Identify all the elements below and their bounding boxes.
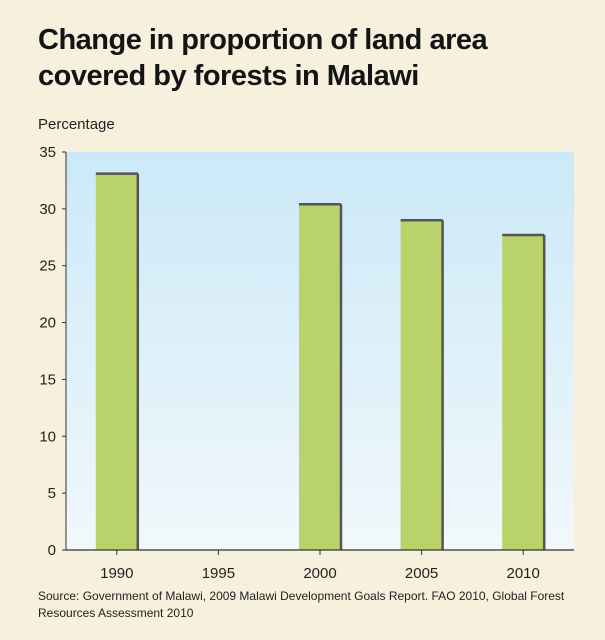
y-axis-label: Percentage [38, 116, 115, 133]
bar-2010 [502, 235, 545, 551]
x-tick-label: 2005 [405, 565, 438, 582]
y-tick-label: 5 [48, 485, 56, 502]
bar-2005 [400, 220, 443, 550]
y-tick-label: 15 [39, 371, 56, 388]
y-tick-label: 25 [39, 258, 56, 275]
bar-2000 [299, 204, 341, 550]
x-tick-label: 2000 [303, 565, 336, 582]
x-tick-label: 1995 [202, 565, 235, 582]
y-tick-label: 10 [39, 428, 56, 445]
y-tick-label: 30 [39, 201, 56, 218]
y-tick-label: 0 [48, 542, 56, 559]
y-tick-label: 35 [39, 144, 56, 161]
x-tick-label: 2010 [507, 565, 540, 582]
source-note: Source: Government of Malawi, 2009 Malaw… [38, 589, 565, 620]
chart-title: Change in proportion of land area covere… [38, 24, 488, 92]
y-tick-label: 20 [39, 315, 56, 332]
x-tick-label: 1990 [100, 565, 133, 582]
bar-1990 [95, 173, 138, 550]
